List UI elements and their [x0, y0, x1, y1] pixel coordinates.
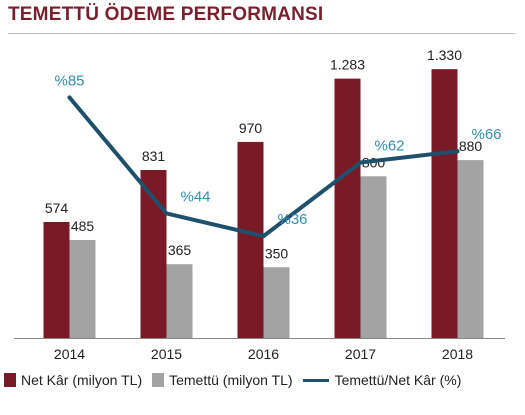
bar-net-kar-2017	[334, 78, 361, 339]
legend-ratio-swatch	[302, 378, 329, 382]
label-temettu-2015: 365	[168, 242, 192, 258]
x-tick-2018: 2018	[442, 346, 473, 362]
chart-title: TEMETTÜ ÖDEME PERFORMANSI	[8, 4, 324, 25]
label-net-kar-2015: 831	[142, 148, 166, 164]
ratio-label-2015: %44	[181, 188, 211, 205]
ratio-point-2016	[261, 234, 266, 239]
bar-net-kar-2016	[237, 141, 264, 338]
legend-ratio-label: Temettü/Net Kâr (%)	[334, 372, 462, 388]
label-net-kar-2014: 574	[45, 200, 69, 216]
x-tick-2015: 2015	[151, 346, 182, 362]
ratio-point-2018	[455, 149, 460, 154]
bar-temettu-2017	[360, 176, 387, 338]
ratio-point-2014	[67, 95, 72, 100]
legend-temettu-label: Temettü (milyon TL)	[169, 372, 293, 388]
label-temettu-2018: 880	[459, 138, 483, 154]
legend-net-kar-swatch	[4, 373, 16, 387]
chart-area: 5744852014831365201597035020161.28380020…	[14, 47, 505, 362]
legend-ratio: Temettü/Net Kâr (%)	[302, 372, 462, 388]
legend-temettu-swatch	[152, 373, 165, 387]
label-net-kar-2016: 970	[239, 120, 263, 136]
ratio-label-2018: %66	[472, 126, 502, 143]
ratio-point-2017	[358, 160, 363, 165]
ratio-label-2014: %85	[54, 72, 84, 89]
bar-net-kar-2018	[431, 69, 458, 339]
legend-net-kar-label: Net Kâr (milyon TL)	[21, 372, 143, 388]
legend-net-kar: Net Kâr (milyon TL)	[4, 372, 142, 388]
legend-temettu: Temettü (milyon TL)	[152, 372, 293, 388]
label-net-kar-2017: 1.283	[330, 57, 365, 73]
bar-temettu-2014	[69, 239, 96, 338]
label-temettu-2014: 485	[71, 218, 95, 234]
bar-temettu-2016	[263, 267, 290, 338]
title-divider	[8, 33, 515, 34]
label-temettu-2016: 350	[265, 245, 289, 261]
chart-legend: Net Kâr (milyon TL) Temettü (milyon TL) …	[4, 372, 471, 388]
label-net-kar-2018: 1.330	[427, 47, 462, 63]
ratio-label-2017: %62	[375, 138, 405, 155]
bar-net-kar-2014	[43, 221, 70, 338]
x-tick-2017: 2017	[345, 346, 376, 362]
x-tick-2016: 2016	[248, 346, 279, 362]
x-tick-2014: 2014	[54, 346, 85, 362]
bar-temettu-2015	[166, 264, 193, 338]
ratio-point-2015	[164, 211, 169, 216]
bar-temettu-2018	[457, 160, 484, 338]
ratio-label-2016: %36	[278, 211, 308, 228]
